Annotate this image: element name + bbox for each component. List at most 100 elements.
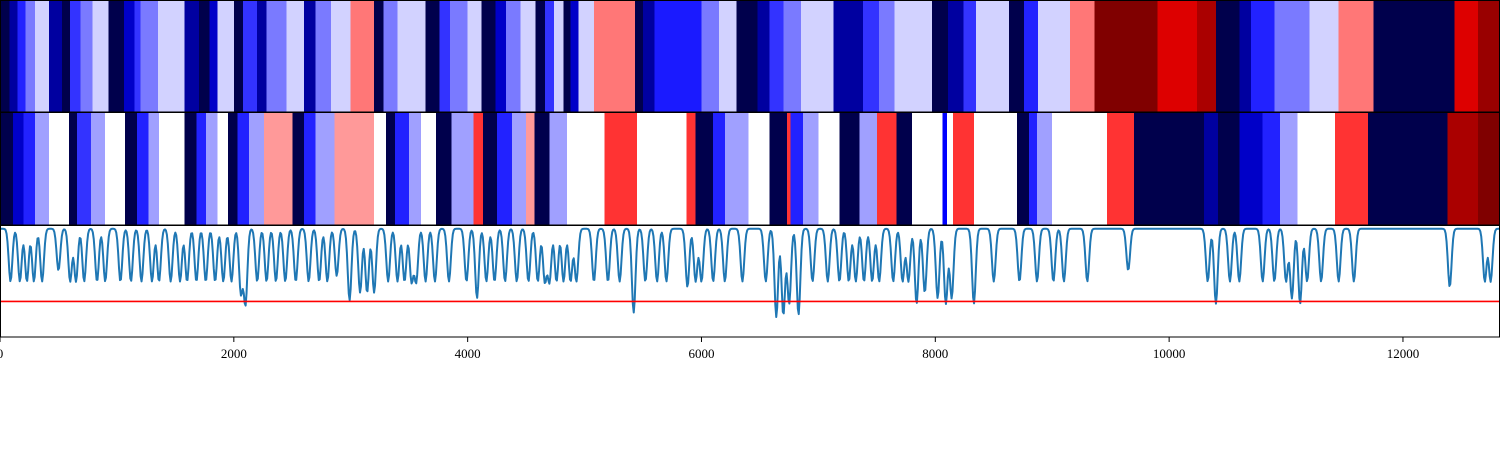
heatmap-cell bbox=[686, 113, 697, 225]
heatmap-cell bbox=[209, 1, 219, 112]
heatmap-cell bbox=[1274, 1, 1311, 112]
heatmap-cell bbox=[196, 113, 207, 225]
heatmap-cell bbox=[1239, 1, 1252, 112]
heatmap-cell bbox=[818, 113, 841, 225]
heatmap-cell bbox=[184, 1, 200, 112]
heatmap-cell bbox=[748, 113, 770, 225]
heatmap-cell bbox=[140, 1, 159, 112]
heatmap-cell bbox=[549, 113, 568, 225]
heatmap-cell bbox=[249, 113, 265, 225]
x-tick-label: 12000 bbox=[1387, 346, 1420, 361]
heatmap-cell bbox=[1024, 1, 1039, 112]
heatmap-cell bbox=[701, 1, 720, 112]
heatmap-cell bbox=[1477, 1, 1500, 112]
heatmap-cell bbox=[1297, 113, 1336, 225]
heatmap-cell bbox=[1017, 113, 1030, 225]
x-tick-label: 0 bbox=[0, 346, 3, 361]
heatmap-cell bbox=[1008, 1, 1025, 112]
heatmap-cell bbox=[257, 1, 268, 112]
heatmap-cell bbox=[374, 1, 385, 112]
heatmap-cell bbox=[35, 113, 50, 225]
heatmap-cell bbox=[724, 113, 749, 225]
heatmap-cell bbox=[330, 1, 352, 112]
heatmap-cell bbox=[105, 113, 126, 225]
heatmap-cell bbox=[1107, 113, 1135, 225]
heatmap-cell bbox=[420, 113, 437, 225]
heatmap-cell bbox=[1134, 113, 1205, 225]
heatmap-cell bbox=[123, 1, 136, 112]
heatmap-cell bbox=[833, 1, 864, 112]
heatmap-cell bbox=[92, 1, 110, 112]
heatmap-cell bbox=[383, 1, 399, 112]
heatmap-cell bbox=[634, 1, 644, 112]
heatmap-cell bbox=[80, 1, 93, 112]
heatmap-cell bbox=[374, 113, 387, 225]
heatmap-cell bbox=[397, 1, 427, 112]
heatmap-cell bbox=[1280, 113, 1299, 225]
heatmap-cell bbox=[495, 1, 507, 112]
heatmap-cell bbox=[1309, 1, 1340, 112]
heatmap-cell bbox=[198, 1, 210, 112]
heatmap-cell bbox=[800, 1, 835, 112]
heatmap-cell bbox=[159, 113, 186, 225]
heatmap-cell bbox=[1197, 1, 1217, 112]
heatmap-cell bbox=[570, 1, 580, 112]
heatmap-cell bbox=[896, 113, 913, 225]
heatmap-cell bbox=[876, 113, 898, 225]
heatmap-cell bbox=[315, 1, 332, 112]
heatmap-cell bbox=[952, 113, 975, 225]
heatmap-cell bbox=[23, 113, 36, 225]
heatmap-cell bbox=[1335, 113, 1369, 225]
heatmap-cell bbox=[512, 113, 527, 225]
heatmap-cell bbox=[1218, 113, 1240, 225]
heatmap-cell bbox=[108, 1, 125, 112]
heatmap-cell bbox=[0, 113, 14, 225]
heatmap-cell bbox=[243, 1, 258, 112]
heatmap-cell bbox=[315, 113, 335, 225]
heatmap-cell bbox=[217, 1, 235, 112]
heatmap-cell bbox=[1454, 1, 1479, 112]
heatmap-cell bbox=[303, 1, 317, 112]
heatmap-cell bbox=[264, 113, 293, 225]
heatmap-cell bbox=[1069, 1, 1095, 112]
heatmap-cell bbox=[859, 113, 878, 225]
heatmap-cell bbox=[554, 1, 565, 112]
heatmap-cell bbox=[879, 1, 895, 112]
heatmap-cell bbox=[1204, 113, 1219, 225]
heatmap-cell bbox=[1239, 113, 1264, 225]
heatmap-cell bbox=[286, 1, 305, 112]
heatmap-cell bbox=[1037, 113, 1053, 225]
x-tick-label: 8000 bbox=[922, 346, 948, 361]
heatmap-cell bbox=[61, 1, 71, 112]
heatmap-cell bbox=[91, 113, 106, 225]
heatmap-cell bbox=[520, 1, 537, 112]
heatmap-cell bbox=[303, 113, 317, 225]
heatmap-cell bbox=[578, 1, 595, 112]
heatmap-cell bbox=[237, 113, 250, 225]
heatmap-cell bbox=[68, 113, 78, 225]
heatmap-cell bbox=[49, 1, 63, 112]
heatmap-cell bbox=[482, 113, 498, 225]
heatmap-cell bbox=[0, 1, 10, 112]
heatmap-cell bbox=[136, 113, 150, 225]
heatmap-cell bbox=[385, 113, 396, 225]
heatmap-cell bbox=[496, 113, 513, 225]
heatmap-cell bbox=[35, 1, 50, 112]
heatmap-cell bbox=[1157, 1, 1198, 112]
heatmap-cell bbox=[450, 1, 469, 112]
heatmap-cell bbox=[395, 113, 410, 225]
heatmap-cell bbox=[1028, 113, 1038, 225]
heatmap-cell bbox=[526, 113, 535, 225]
heatmap-cell bbox=[947, 113, 954, 225]
heatmap-cell bbox=[1094, 1, 1159, 112]
heatmap-cell bbox=[506, 1, 521, 112]
heatmap-cell bbox=[786, 113, 791, 225]
heatmap-cell bbox=[436, 113, 452, 225]
heatmap-cell bbox=[409, 113, 422, 225]
heatmap-cell bbox=[439, 1, 451, 112]
x-tick-label: 6000 bbox=[688, 346, 714, 361]
heatmap-cell bbox=[425, 1, 441, 112]
heatmap-cell bbox=[148, 113, 160, 225]
heatmap-cell bbox=[451, 113, 475, 225]
